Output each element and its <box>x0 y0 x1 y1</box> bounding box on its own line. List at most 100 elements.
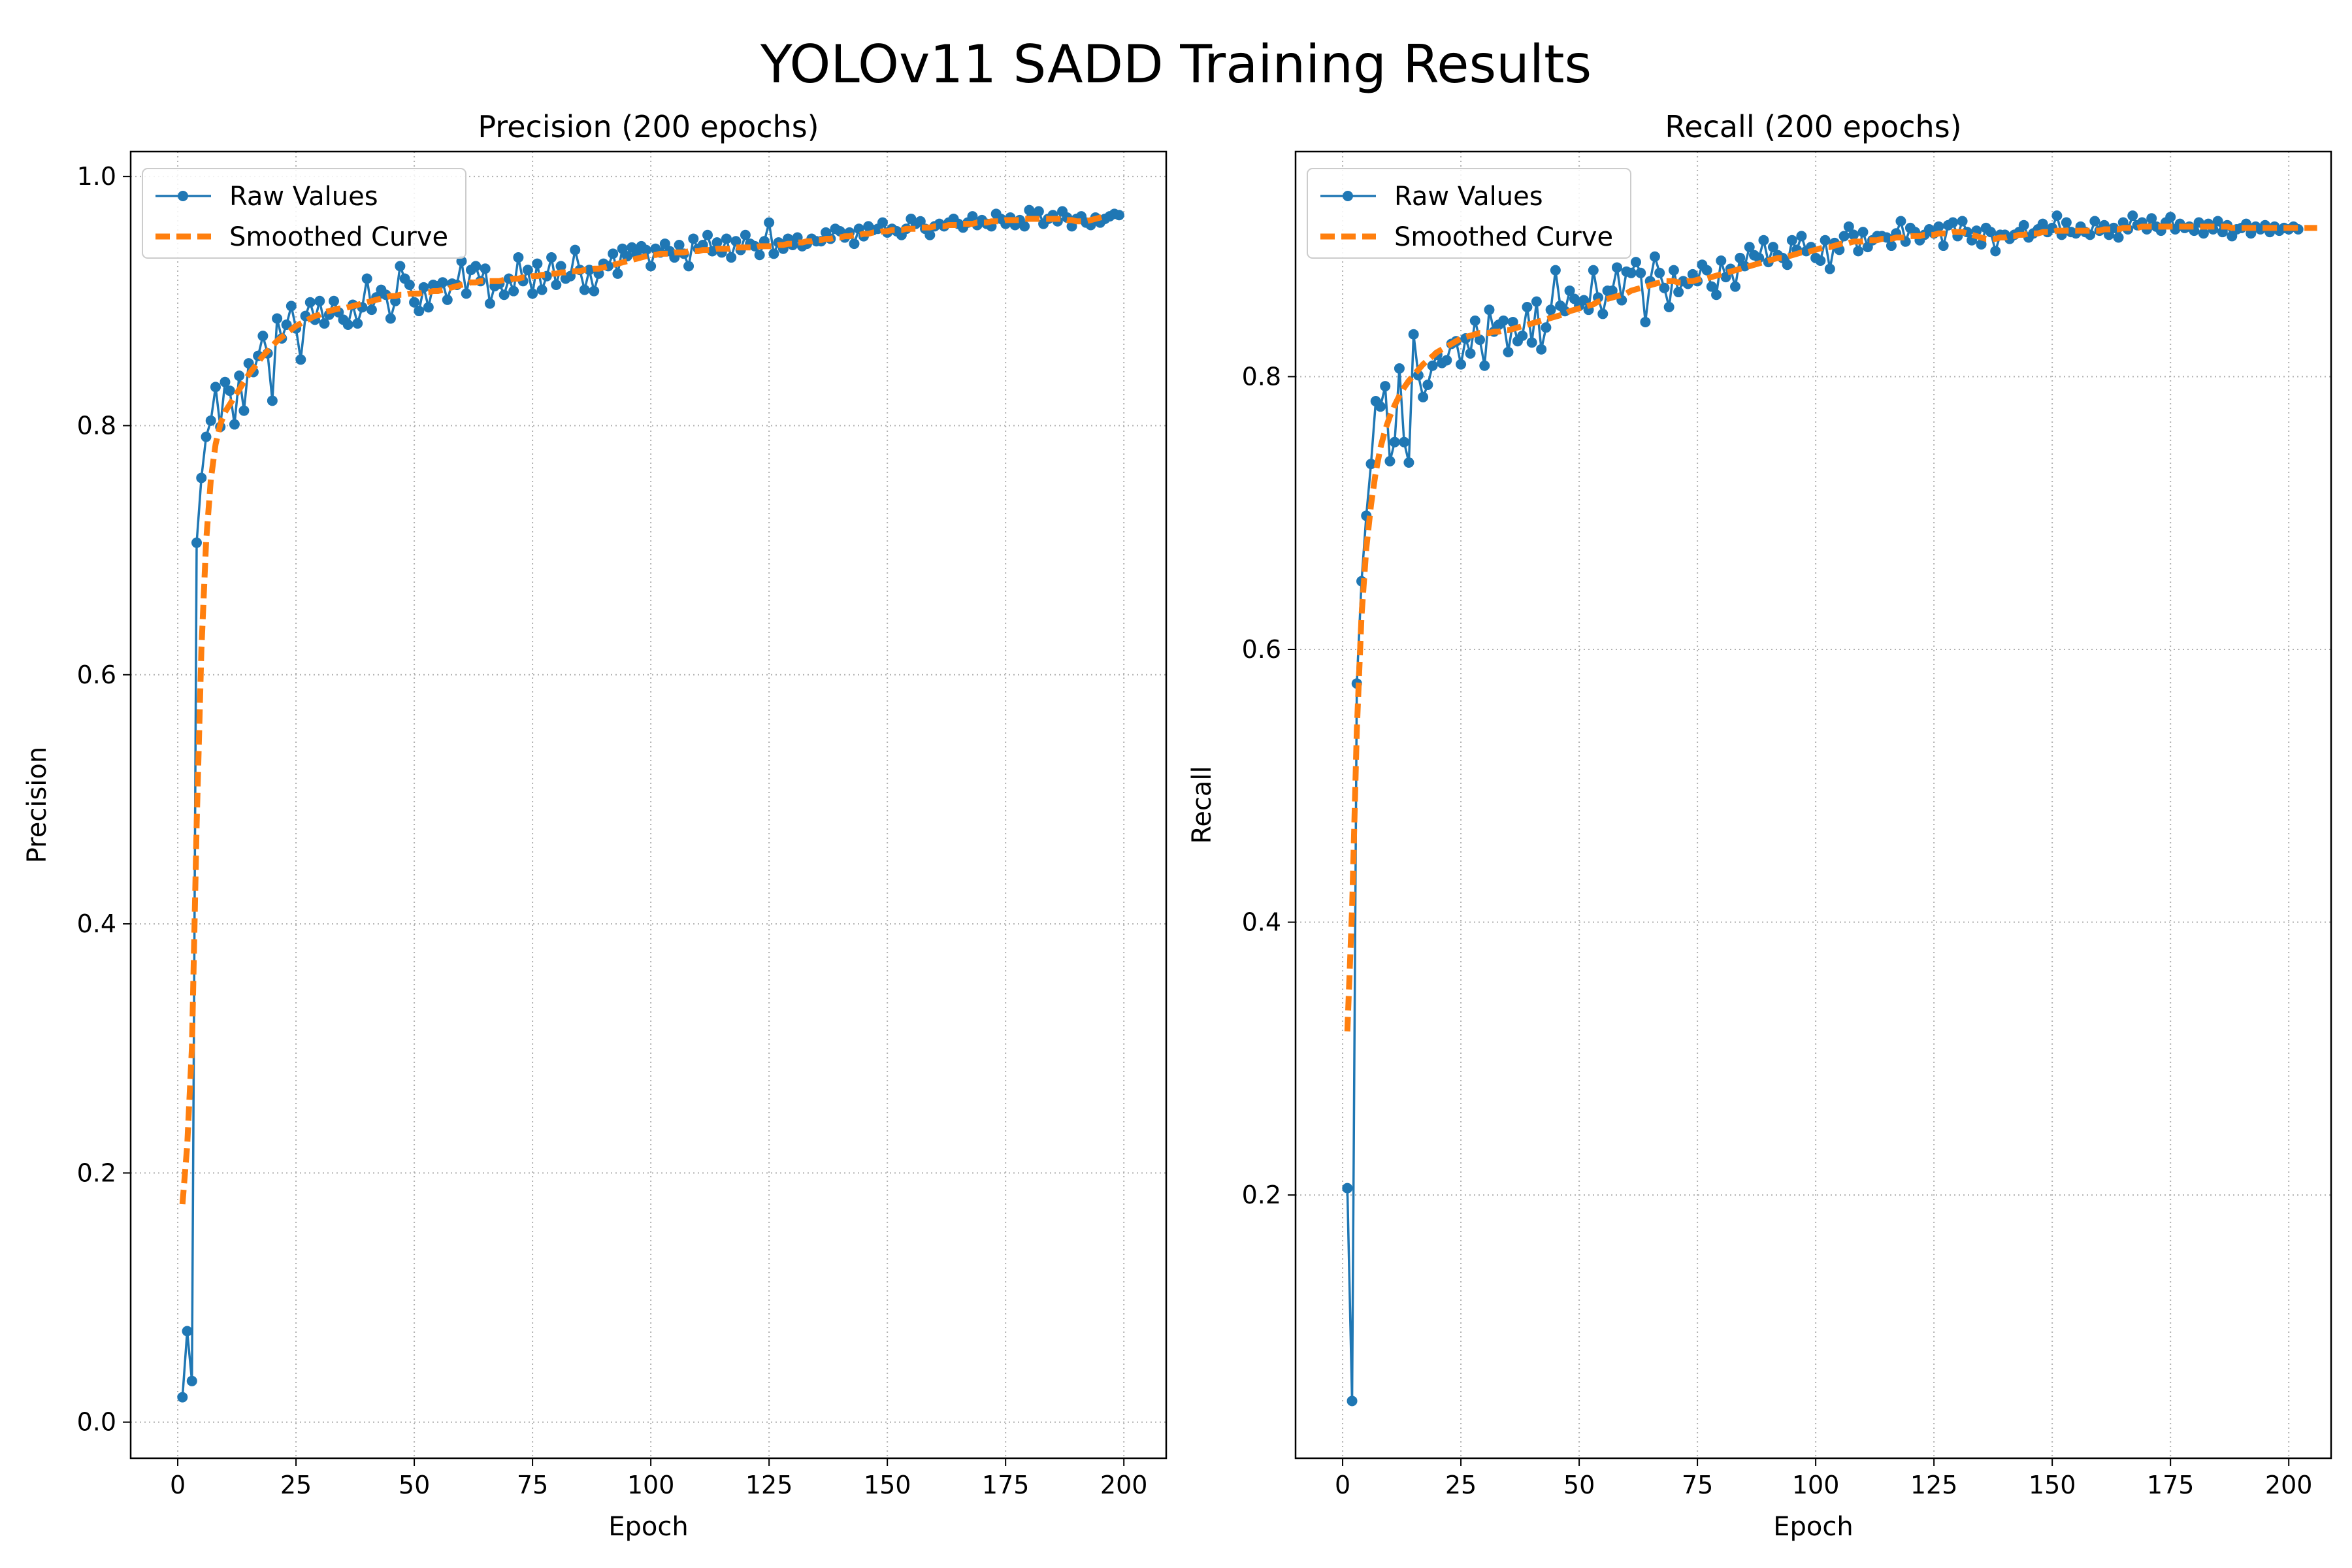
precision-gridlines <box>131 152 1166 1458</box>
precision-raw-value-point <box>508 286 519 297</box>
precision-raw-value-point <box>532 258 543 269</box>
recall-raw-value-point <box>2018 220 2029 231</box>
precision-x-tick-label: 100 <box>627 1471 675 1499</box>
precision-raw-value-point <box>924 229 936 240</box>
recall-series <box>1342 210 2317 1407</box>
precision-raw-value-point <box>404 280 415 291</box>
figure-title: YOLOv11 SADD Training Results <box>760 34 1592 95</box>
precision-raw-value-point <box>352 318 363 329</box>
recall-x-axis-label: Epoch <box>1773 1512 1853 1542</box>
precision-raw-value-point <box>480 263 491 274</box>
recall-raw-value-point <box>1347 1396 1358 1407</box>
recall-plot-area <box>1342 210 2317 1407</box>
recall-raw-value-point <box>1394 363 1405 374</box>
recall-raw-value-point <box>1881 232 1892 243</box>
recall-raw-value-point <box>1522 301 1533 312</box>
precision-raw-value-point <box>385 313 396 324</box>
precision-axes-frame <box>129 150 1168 1460</box>
recall-raw-value-point <box>1711 289 1722 301</box>
precision-raw-value-point <box>319 318 330 329</box>
precision-raw-value-point <box>527 288 538 299</box>
precision-raw-value-point <box>536 284 547 295</box>
recall-raw-value-point <box>1886 240 1897 252</box>
precision-raw-value-point <box>579 284 590 295</box>
precision-raw-value-point <box>1033 206 1044 217</box>
precision-raw-value-point <box>205 415 216 426</box>
precision-raw-value-point <box>257 331 269 342</box>
precision-x-axis-label: Epoch <box>608 1512 688 1542</box>
precision-raw-value-point <box>726 252 737 263</box>
precision-raw-value-point <box>555 261 566 272</box>
recall-raw-value-point <box>1503 346 1514 357</box>
recall-raw-value-point <box>1640 316 1651 327</box>
precision-raw-value-point <box>304 297 316 308</box>
precision-raw-value-point <box>589 286 600 297</box>
recall-raw-value-point <box>1560 306 1571 317</box>
precision-x-tick-label: 75 <box>517 1471 548 1499</box>
recall-raw-value-point <box>1824 263 1835 274</box>
precision-raw-value-point <box>224 385 235 397</box>
precision-raw-value-point <box>702 229 713 240</box>
precision-smoothed-curve-line <box>179 213 1106 1205</box>
precision-raw-value-point <box>849 238 860 250</box>
recall-raw-value-point <box>1654 267 1665 278</box>
precision-raw-value-point <box>395 261 406 272</box>
precision-raw-value-point <box>513 252 524 263</box>
precision-x-tick-label: 25 <box>280 1471 312 1499</box>
precision-y-tick-label: 0.8 <box>77 411 116 440</box>
recall-y-tick-label: 0.4 <box>1242 908 1281 937</box>
recall-raw-value-point <box>1545 304 1556 316</box>
precision-raw-value-point <box>1113 210 1124 221</box>
recall-panel: Recall (200 epochs) Epoch Recall 0 25 50 75… <box>1187 109 2332 1542</box>
recall-raw-value-point <box>1716 255 1727 267</box>
precision-raw-value-point <box>234 370 245 382</box>
recall-raw-value-point <box>1403 457 1414 468</box>
recall-raw-value-point <box>1838 231 1850 242</box>
recall-legend-smoothed-label: Smoothed Curve <box>1394 222 1613 252</box>
precision-raw-value-point <box>707 246 718 257</box>
recall-raw-value-point <box>1578 295 1590 306</box>
precision-raw-value-point <box>740 229 751 240</box>
precision-x-tick-label: 0 <box>170 1471 186 1499</box>
precision-legend-raw-label: Raw Values <box>229 182 378 212</box>
precision-raw-value-point <box>754 250 765 261</box>
precision-raw-value-point <box>749 240 760 252</box>
recall-raw-value-point <box>1625 267 1637 278</box>
recall-raw-value-point <box>1550 265 1561 276</box>
precision-raw-value-point <box>640 244 651 255</box>
precision-raw-value-point <box>272 313 283 324</box>
recall-raw-value-point <box>1848 229 1859 240</box>
precision-raw-value-point <box>688 233 699 244</box>
recall-raw-value-point <box>1782 259 1793 270</box>
precision-legend-smoothed-label: Smoothed Curve <box>229 222 448 252</box>
recall-raw-value-point <box>1895 216 1906 227</box>
recall-raw-value-point <box>1418 391 1429 402</box>
recall-raw-value-point <box>1479 360 1490 371</box>
precision-raw-value-point <box>711 237 723 248</box>
precision-raw-value-point <box>238 405 250 416</box>
precision-raw-value-point <box>210 382 221 393</box>
precision-raw-value-point <box>328 295 339 306</box>
precision-raw-value-point <box>967 211 978 222</box>
precision-x-tick-label: 50 <box>399 1471 430 1499</box>
recall-x-tick-label: 75 <box>1682 1471 1713 1499</box>
recall-y-tick-label: 0.6 <box>1242 635 1281 664</box>
recall-ticks: 0 25 50 75 100 125 150 175 200 0.2 0.4 0.6 0.8 <box>1242 362 2313 1499</box>
recall-raw-value-point <box>1597 308 1609 319</box>
precision-raw-value-point <box>764 217 775 228</box>
recall-raw-value-point <box>1635 267 1646 278</box>
precision-raw-value-point <box>191 537 203 548</box>
precision-raw-value-point <box>437 277 448 288</box>
recall-raw-value-point <box>1673 287 1684 298</box>
recall-x-tick-label: 125 <box>1910 1471 1958 1499</box>
recall-raw-value-point <box>1507 316 1518 327</box>
recall-gridlines <box>1296 152 2331 1458</box>
recall-raw-value-point <box>1976 238 1987 250</box>
precision-y-tick-label: 0.0 <box>77 1408 116 1437</box>
recall-raw-value-point <box>1484 304 1495 316</box>
recall-raw-value-point <box>1384 455 1396 466</box>
recall-x-tick-label: 200 <box>2265 1471 2313 1499</box>
recall-x-tick-label: 175 <box>2147 1471 2195 1499</box>
recall-x-tick-label: 50 <box>1563 1471 1595 1499</box>
